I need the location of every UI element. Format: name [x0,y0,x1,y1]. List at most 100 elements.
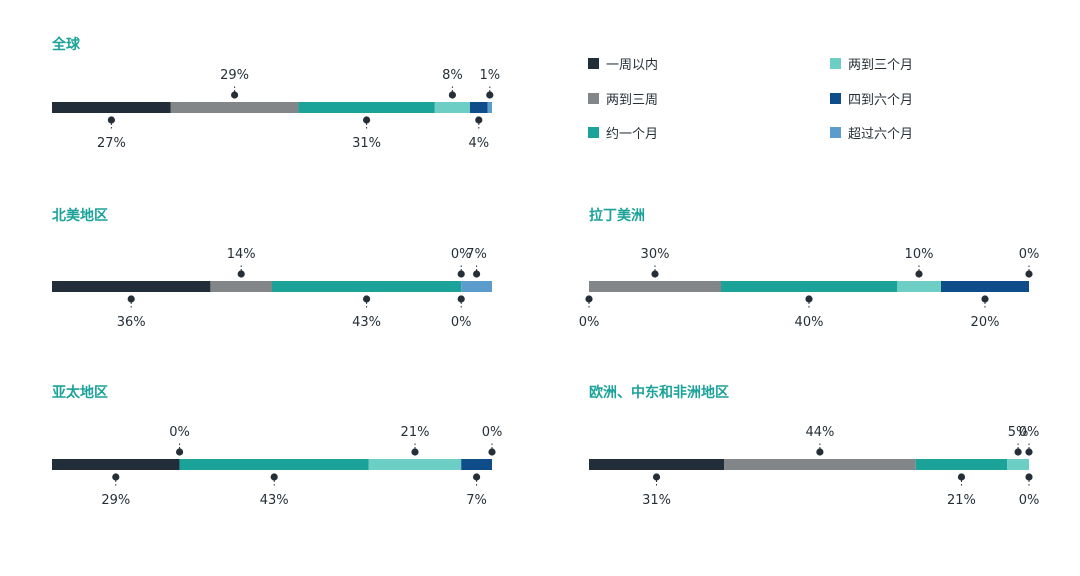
legend-label-within-week: 一周以内 [606,57,659,73]
legend-swatch-about-month [588,126,599,138]
data-label-four_six_months: 0% [451,315,472,330]
bar-segment-four_six_months [941,281,1029,292]
data-label-four_six_months: 4% [468,136,489,151]
data-label-about_month: 21% [947,493,976,508]
leader-dot [651,270,659,278]
leader-dot [411,448,419,456]
region-title: 北美地区 [52,207,108,224]
leader-dot [1025,448,1033,456]
data-label-over_six_months: 0% [1019,425,1040,440]
leader-dot [237,270,245,278]
data-label-four_six_months: 20% [971,315,1000,330]
data-label-over_six_months: 0% [482,425,503,440]
bar-segment-two_three_months [897,281,941,292]
data-label-two_three_weeks: 29% [220,68,249,83]
region-title: 欧洲、中东和非洲地区 [589,384,729,401]
bar-segment-four_six_months [470,102,488,113]
leader-dot [652,473,661,481]
leader-dot [107,116,115,124]
leader-dot [957,473,966,481]
leader-dot [486,91,494,99]
region-title: 拉丁美洲 [589,207,645,224]
legend-swatch-within-week [588,57,599,69]
bar-segment-about_month [272,281,462,292]
data-label-within_week: 29% [101,493,130,508]
leader-dot [363,116,371,124]
data-label-about_month: 43% [260,493,289,508]
bar-segment-about_month [179,459,369,470]
data-label-within_week: 27% [97,136,126,151]
bar-segment-over_six_months [461,281,492,292]
data-label-two_three_weeks: 44% [805,425,834,440]
legend: 一周以内 两到三个月 两到三周 四到六个月 约一个月 超过六个月 [588,54,988,144]
leader-dot [475,116,483,124]
data-label-two_three_months: 10% [905,247,934,262]
bar-segment-two_three_weeks [210,281,272,292]
data-label-over_six_months: 7% [466,247,487,262]
leader-dot [457,295,465,303]
bar-segment-two_three_months [434,102,470,113]
data-label-two_three_months: 0% [451,247,472,262]
leader-dot [488,448,496,456]
data-label-within_week: 36% [117,315,146,330]
legend-label-two-three-months: 两到三个月 [848,57,914,73]
legend-label-over-six-months: 超过六个月 [848,126,914,142]
bar-segment-about_month [915,459,1008,470]
leader-dot [981,295,989,303]
leader-dot [816,448,824,456]
leader-dot [1025,270,1033,278]
leader-dot [457,270,465,278]
bar-segment-two_three_weeks [170,102,299,113]
leader-dot [176,448,184,456]
leader-dot [112,473,120,481]
legend-swatch-over-six-months [830,126,841,138]
legend-label-four-six-months: 四到六个月 [848,92,914,108]
legend-item-over-six-months: 超过六个月 [830,123,914,142]
data-label-two_three_months: 8% [442,68,463,83]
data-label-about_month: 40% [795,315,824,330]
bar-segment-within_week [52,281,211,292]
bar-segment-two_three_months [368,459,462,470]
leader-dot [805,295,813,303]
legend-swatch-two-three-weeks [588,92,599,104]
data-label-over_six_months: 0% [1019,247,1040,262]
data-label-within_week: 31% [642,493,671,508]
legend-item-within-week: 一周以内 [588,54,659,73]
legend-label-about-month: 约一个月 [606,126,659,142]
legend-swatch-four-six-months [830,92,841,104]
leader-dot [363,295,371,303]
leader-dot [270,473,278,481]
data-label-four_six_months: 0% [1019,493,1040,508]
data-label-two_three_weeks: 30% [641,247,670,262]
legend-item-two-three-months: 两到三个月 [830,54,914,73]
region-title: 亚太地区 [52,384,108,401]
data-label-about_month: 31% [352,136,381,151]
leader-dot [585,295,593,303]
legend-swatch-two-three-months [830,57,841,69]
legend-item-four-six-months: 四到六个月 [830,89,914,108]
leader-dot [1014,448,1022,456]
data-label-two_three_months: 5% [1008,425,1029,440]
data-label-four_six_months: 7% [466,493,487,508]
data-label-two_three_weeks: 14% [227,247,256,262]
region-chart-3: 亚太地区 29% 0% 43% 21% 7% 0% [52,384,502,508]
bar-segment-about_month [298,102,435,113]
region-title: 全球 [51,36,81,53]
bar-segment-within_week [589,459,725,470]
data-label-about_month: 43% [352,315,381,330]
region-chart-2: 拉丁美洲 0% 30% 40% 10% 20% 0% [579,207,1040,330]
bar-segment-two_three_months [1007,459,1029,470]
data-label-over_six_months: 1% [479,68,500,83]
leader-dot [915,270,923,278]
bar-segment-within_week [52,459,180,470]
data-label-within_week: 0% [579,315,600,330]
region-chart-0: 全球 27% 29% 31% 8% 4% 1% [51,36,500,151]
leader-dot [448,91,456,99]
leader-dot [231,91,239,99]
bar-segment-over_six_months [487,102,492,113]
data-label-two_three_weeks: 0% [169,425,190,440]
bar-segment-two_three_weeks [724,459,916,470]
